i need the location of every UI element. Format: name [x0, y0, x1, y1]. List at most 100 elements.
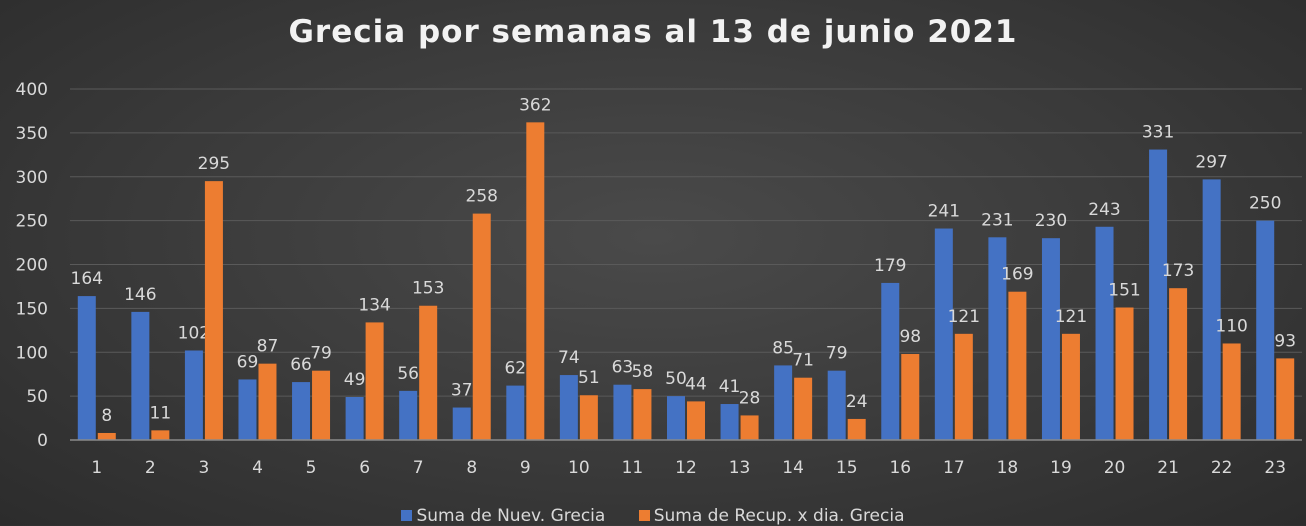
- data-label: 110: [1215, 316, 1247, 336]
- legend-item-recup: Suma de Recup. x dia. Grecia: [638, 506, 905, 526]
- bar-recup: [1008, 291, 1027, 440]
- bar-nuev: [77, 296, 96, 440]
- chart-title: Grecia por semanas al 13 de junio 2021: [288, 14, 1018, 50]
- data-label: 243: [1088, 200, 1120, 220]
- bar-recup: [204, 181, 223, 440]
- bar-recup: [740, 415, 759, 440]
- data-label: 62: [504, 359, 526, 379]
- x-tick-label: 16: [889, 458, 911, 478]
- bar-recup: [258, 363, 277, 440]
- bar-recup: [1222, 343, 1241, 440]
- bar-nuev: [613, 384, 632, 440]
- x-tick-label: 22: [1211, 458, 1233, 478]
- data-label: 362: [519, 95, 551, 115]
- y-tick-label: 300: [16, 168, 48, 188]
- data-label: 74: [558, 348, 580, 368]
- bar-recup: [1276, 358, 1295, 440]
- y-tick-label: 100: [16, 343, 48, 363]
- bar-recup: [954, 333, 973, 440]
- data-label: 134: [358, 295, 390, 315]
- x-tick-label: 11: [622, 458, 644, 478]
- bar-recup: [365, 322, 384, 440]
- y-tick-label: 250: [16, 212, 48, 232]
- data-label: 258: [466, 187, 498, 207]
- x-tick-label: 8: [466, 458, 477, 478]
- bar-recup: [687, 401, 705, 440]
- x-tick-label: 3: [198, 458, 209, 478]
- x-tick-label: 7: [413, 458, 424, 478]
- y-tick-label: 50: [26, 387, 48, 407]
- data-label: 121: [1055, 307, 1087, 327]
- bar-nuev: [934, 228, 953, 440]
- bar-nuev: [1149, 149, 1168, 441]
- bar-nuev: [1202, 179, 1221, 440]
- data-label: 98: [899, 327, 921, 347]
- x-tick-label: 9: [520, 458, 531, 478]
- data-label: 56: [397, 364, 419, 384]
- y-tick-label: 150: [16, 299, 48, 319]
- y-tick-label: 350: [16, 124, 48, 144]
- bar-recup: [312, 370, 331, 440]
- data-label: 331: [1142, 123, 1174, 143]
- data-label: 79: [826, 344, 848, 364]
- data-label: 231: [981, 210, 1013, 230]
- data-label: 93: [1274, 331, 1296, 351]
- data-label: 250: [1249, 194, 1281, 214]
- bar-recup: [847, 418, 866, 440]
- bar-nuev: [399, 390, 418, 440]
- data-label: 230: [1035, 211, 1067, 231]
- bar-nuev: [1095, 226, 1114, 440]
- data-label: 11: [150, 403, 172, 423]
- x-tick-label: 5: [306, 458, 317, 478]
- bar-nuev: [1041, 238, 1060, 440]
- bar-recup: [97, 432, 116, 440]
- data-label: 71: [792, 351, 814, 371]
- legend-swatch-orange: [638, 510, 650, 521]
- y-tick-label: 200: [16, 256, 48, 276]
- bar-nuev: [559, 375, 578, 440]
- bar-recup: [1115, 307, 1134, 440]
- data-label: 69: [237, 352, 259, 372]
- data-label: 179: [874, 256, 906, 276]
- bar-nuev: [988, 237, 1007, 440]
- bar-nuev: [452, 407, 471, 440]
- bar-nuev: [292, 382, 311, 440]
- x-tick-label: 23: [1264, 458, 1286, 478]
- bar-recup: [1061, 333, 1080, 440]
- data-label: 102: [178, 323, 210, 343]
- data-label: 146: [124, 285, 156, 305]
- x-tick-label: 18: [997, 458, 1019, 478]
- x-tick-label: 17: [943, 458, 965, 478]
- bar-nuev: [774, 365, 793, 440]
- bar-nuev: [667, 396, 685, 440]
- legend-label: Suma de Recup. x dia. Grecia: [653, 506, 905, 526]
- legend-label: Suma de Nuev. Grecia: [416, 506, 606, 526]
- bar-nuev: [1256, 220, 1275, 440]
- x-tick-label: 14: [782, 458, 804, 478]
- x-tick-label: 6: [359, 458, 370, 478]
- bar-recup: [794, 377, 813, 440]
- bar-recup: [526, 122, 545, 440]
- data-label: 121: [948, 307, 980, 327]
- data-label: 41: [719, 377, 741, 397]
- legend-swatch-blue: [401, 510, 413, 521]
- x-tick-label: 2: [145, 458, 156, 478]
- bar-recup: [633, 389, 652, 440]
- data-label: 85: [772, 338, 794, 358]
- data-label: 173: [1162, 261, 1194, 281]
- x-tick-label: 21: [1157, 458, 1179, 478]
- bar-nuev: [238, 379, 257, 440]
- x-tick-label: 4: [252, 458, 263, 478]
- data-label: 79: [310, 344, 332, 364]
- bar-recup: [472, 213, 491, 440]
- bar-nuev: [131, 311, 150, 440]
- data-label: 37: [451, 381, 473, 401]
- data-label: 24: [846, 392, 868, 412]
- x-tick-label: 1: [91, 458, 102, 478]
- x-tick-label: 15: [836, 458, 858, 478]
- x-tick-label: 10: [568, 458, 590, 478]
- bar-recup: [419, 305, 438, 440]
- x-tick-label: 19: [1050, 458, 1072, 478]
- data-label: 241: [928, 202, 960, 222]
